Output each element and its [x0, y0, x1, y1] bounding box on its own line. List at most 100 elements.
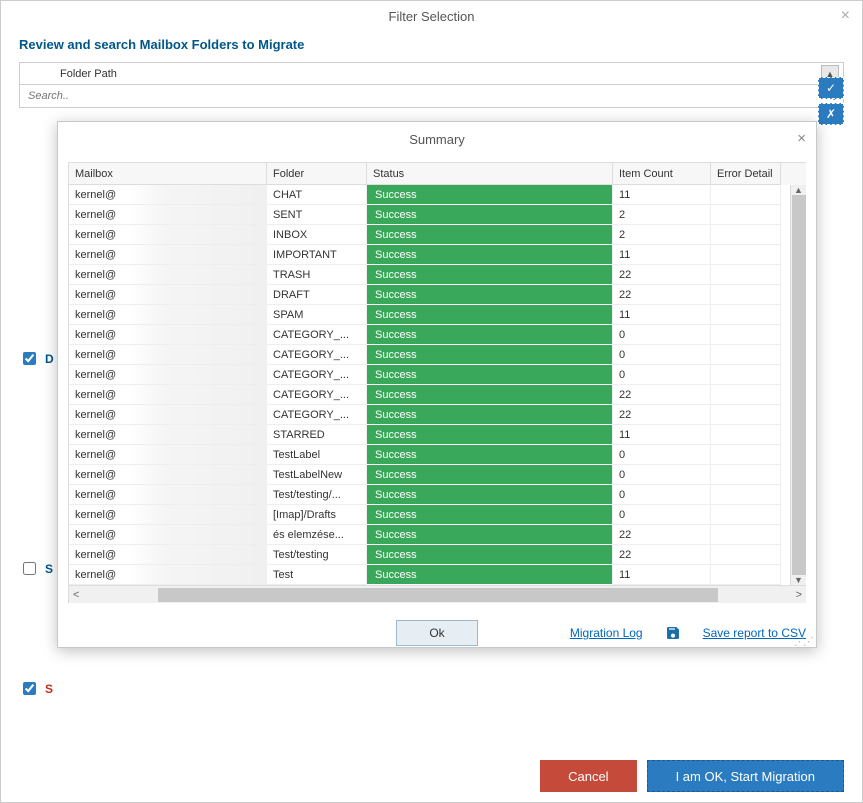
col-folder[interactable]: Folder	[267, 163, 367, 185]
cell-status: Success	[367, 245, 613, 265]
cell-error	[711, 365, 781, 385]
summary-grid: Mailbox Folder Status Item Count Error D…	[68, 162, 806, 603]
table-row[interactable]: kernel@TestLabelSuccess0	[69, 445, 806, 465]
cell-error	[711, 425, 781, 445]
table-row[interactable]: kernel@SENTSuccess2	[69, 205, 806, 225]
option-d-row: D	[19, 349, 54, 368]
cell-item-count: 22	[613, 265, 711, 285]
table-row[interactable]: kernel@TestSuccess11	[69, 565, 806, 585]
cell-error	[711, 525, 781, 545]
cell-item-count: 0	[613, 365, 711, 385]
cell-item-count: 0	[613, 465, 711, 485]
cell-folder: [Imap]/Drafts	[267, 505, 367, 525]
cell-mailbox: kernel@	[69, 485, 267, 505]
table-row[interactable]: kernel@CHATSuccess11	[69, 185, 806, 205]
cell-item-count: 2	[613, 205, 711, 225]
cell-mailbox: kernel@	[69, 565, 267, 585]
table-row[interactable]: kernel@CATEGORY_...Success0	[69, 365, 806, 385]
cell-status: Success	[367, 425, 613, 445]
table-row[interactable]: kernel@DRAFTSuccess22	[69, 285, 806, 305]
table-row[interactable]: kernel@CATEGORY_...Success0	[69, 345, 806, 365]
search-input[interactable]	[26, 89, 823, 103]
close-icon[interactable]: ×	[841, 7, 850, 25]
option-d-label: D	[45, 352, 54, 366]
cancel-button[interactable]: Cancel	[540, 760, 636, 792]
option-s-label: S	[45, 562, 53, 576]
cell-item-count: 22	[613, 405, 711, 425]
cell-folder: és elemzése...	[267, 525, 367, 545]
cell-error	[711, 225, 781, 245]
summary-close-icon[interactable]: ×	[797, 130, 806, 147]
table-row[interactable]: kernel@SPAMSuccess11	[69, 305, 806, 325]
migration-log-link[interactable]: Migration Log	[570, 626, 643, 640]
table-row[interactable]: kernel@CATEGORY_...Success0	[69, 325, 806, 345]
table-row[interactable]: kernel@Test/testingSuccess22	[69, 545, 806, 565]
option-s-row: S	[19, 559, 53, 578]
table-row[interactable]: kernel@[Imap]/DraftsSuccess0	[69, 505, 806, 525]
scroll-up-icon[interactable]: ▲	[794, 185, 803, 195]
vertical-scrollbar[interactable]: ▲ ▼	[790, 185, 806, 585]
cell-folder: TRASH	[267, 265, 367, 285]
scroll-down-icon[interactable]: ▼	[794, 575, 803, 585]
cell-error	[711, 565, 781, 585]
cell-item-count: 11	[613, 305, 711, 325]
cell-status: Success	[367, 405, 613, 425]
option-s2-row: S	[19, 679, 53, 698]
cell-error	[711, 265, 781, 285]
cell-status: Success	[367, 485, 613, 505]
cell-error	[711, 305, 781, 325]
cell-mailbox: kernel@	[69, 265, 267, 285]
table-row[interactable]: kernel@Test/testing/...Success0	[69, 485, 806, 505]
option-s-checkbox[interactable]	[23, 562, 36, 575]
table-row[interactable]: kernel@TestLabelNewSuccess0	[69, 465, 806, 485]
cell-mailbox: kernel@	[69, 545, 267, 565]
col-status[interactable]: Status	[367, 163, 613, 185]
table-row[interactable]: kernel@IMPORTANTSuccess11	[69, 245, 806, 265]
vertical-scroll-thumb[interactable]	[792, 195, 806, 575]
check-all-button[interactable]: ✓	[818, 77, 844, 99]
cell-item-count: 22	[613, 285, 711, 305]
cell-mailbox: kernel@	[69, 425, 267, 445]
table-row[interactable]: kernel@és elemzése...Success22	[69, 525, 806, 545]
horizontal-scrollbar[interactable]: < >	[69, 585, 806, 603]
cell-folder: Test	[267, 565, 367, 585]
col-item-count[interactable]: Item Count	[613, 163, 711, 185]
start-migration-button[interactable]: I am OK, Start Migration	[647, 760, 844, 792]
grid-rows: kernel@CHATSuccess11kernel@SENTSuccess2k…	[69, 185, 806, 585]
cell-status: Success	[367, 445, 613, 465]
table-row[interactable]: kernel@TRASHSuccess22	[69, 265, 806, 285]
summary-footer: Ok Migration Log Save report to CSV	[58, 613, 816, 647]
folder-column-header[interactable]: Folder Path ▲	[19, 62, 844, 84]
table-row[interactable]: kernel@CATEGORY_...Success22	[69, 385, 806, 405]
folder-search-row	[19, 84, 844, 108]
col-error[interactable]: Error Detail	[711, 163, 781, 185]
cell-error	[711, 245, 781, 265]
cell-mailbox: kernel@	[69, 305, 267, 325]
main-title: Filter Selection	[389, 9, 475, 24]
uncheck-all-button[interactable]: ✗	[818, 103, 844, 125]
cell-item-count: 0	[613, 325, 711, 345]
scroll-left-icon[interactable]: <	[73, 589, 79, 601]
cell-status: Success	[367, 345, 613, 365]
footer-bar: Cancel I am OK, Start Migration	[540, 760, 844, 792]
save-icon[interactable]	[665, 625, 681, 641]
cell-status: Success	[367, 305, 613, 325]
table-row[interactable]: kernel@CATEGORY_...Success22	[69, 405, 806, 425]
cell-status: Success	[367, 465, 613, 485]
table-row[interactable]: kernel@STARREDSuccess11	[69, 425, 806, 445]
horizontal-scroll-thumb[interactable]	[158, 588, 718, 602]
option-s2-checkbox[interactable]	[23, 682, 36, 695]
cell-error	[711, 545, 781, 565]
scroll-right-icon[interactable]: >	[796, 589, 802, 601]
cell-mailbox: kernel@	[69, 285, 267, 305]
cell-item-count: 11	[613, 425, 711, 445]
col-mailbox[interactable]: Mailbox	[69, 163, 267, 185]
cell-item-count: 2	[613, 225, 711, 245]
cell-status: Success	[367, 285, 613, 305]
option-d-checkbox[interactable]	[23, 352, 36, 365]
resize-grip-icon[interactable]: ⋰⋰	[794, 639, 812, 645]
table-row[interactable]: kernel@INBOXSuccess2	[69, 225, 806, 245]
cell-item-count: 0	[613, 445, 711, 465]
save-csv-link[interactable]: Save report to CSV	[703, 626, 806, 640]
ok-button[interactable]: Ok	[396, 620, 478, 646]
